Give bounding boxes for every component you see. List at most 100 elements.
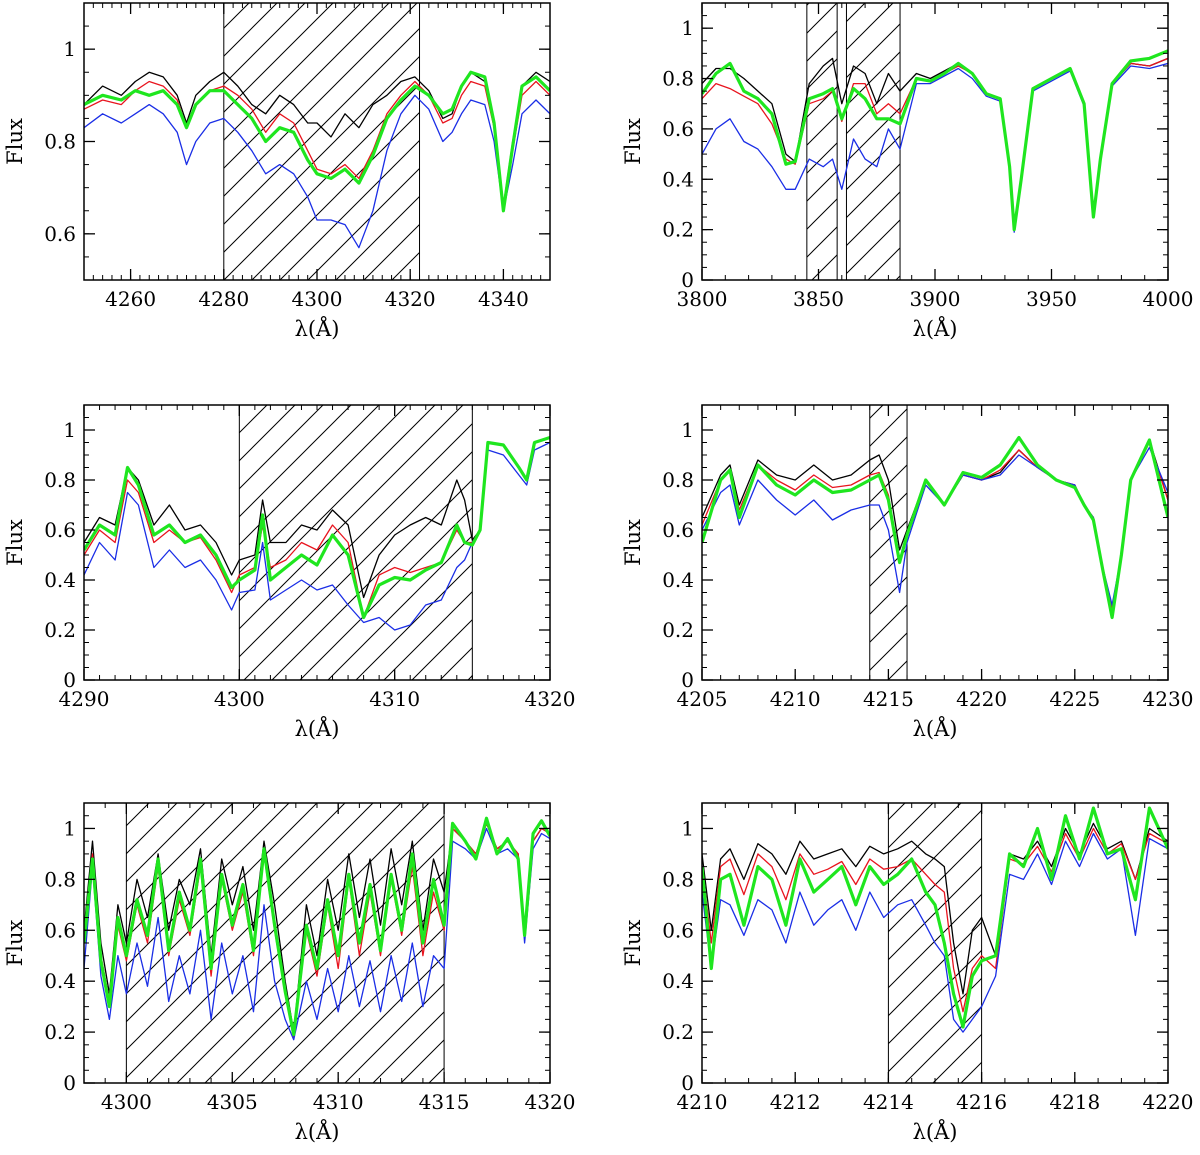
y-tick-label: 0 — [681, 1071, 694, 1095]
series-line-red — [702, 441, 1168, 611]
x-tick-label: 4300 — [214, 687, 265, 711]
x-tick-label: 4210 — [770, 687, 821, 711]
x-tick-label: 4260 — [105, 287, 156, 311]
y-tick-label: 0.8 — [44, 867, 76, 891]
x-tick-label: 4310 — [369, 687, 420, 711]
x-tick-label: 4315 — [419, 1090, 470, 1114]
series-line-green — [702, 806, 1168, 1029]
y-tick-label: 1 — [681, 16, 694, 40]
x-axis-label: λ(Å) — [295, 1119, 340, 1144]
y-tick-label: 0.8 — [44, 130, 76, 154]
x-tick-label: 3850 — [793, 287, 844, 311]
x-tick-label: 4340 — [478, 287, 529, 311]
x-tick-label: 4214 — [863, 1090, 914, 1114]
y-tick-label: 0.2 — [662, 218, 694, 242]
series-line-green — [84, 70, 550, 213]
y-tick-label: 0.6 — [44, 518, 76, 542]
x-tick-label: 4290 — [59, 687, 110, 711]
series-line-green — [84, 816, 550, 1037]
series-line-blue — [84, 94, 550, 249]
x-tick-label: 4320 — [525, 687, 576, 711]
y-tick-label: 0.2 — [662, 618, 694, 642]
panel-top-left: 4260 4280 4300 4320 4340 0.6 0.8 1 λ(Å) Flux — [3, 2, 551, 341]
series-line-black — [702, 57, 1168, 231]
y-tick-label: 1 — [63, 816, 76, 840]
y-tick-label: 0.4 — [662, 969, 694, 993]
y-tick-label: 0.2 — [662, 1020, 694, 1044]
x-tick-label: 4215 — [863, 687, 914, 711]
x-tick-label: 4320 — [385, 287, 436, 311]
y-axis-label: Flux — [621, 118, 645, 165]
series-line-green — [702, 435, 1168, 620]
x-axis-label: λ(Å) — [295, 316, 340, 341]
panel-middle-right: 4205 4210 4215 4220 4225 4230 0 0.2 0.4 0.6 0.8 1 λ(… — [621, 404, 1194, 741]
shaded-region — [126, 803, 445, 1083]
x-tick-label: 4000 — [1143, 287, 1194, 311]
y-axis-label: Flux — [3, 118, 27, 165]
y-tick-label: 0.4 — [662, 167, 694, 191]
y-tick-label: 0.2 — [44, 618, 76, 642]
y-tick-label: 0.8 — [44, 468, 76, 492]
x-axis-label: λ(Å) — [913, 316, 958, 341]
x-axis-label: λ(Å) — [913, 1119, 958, 1144]
y-tick-label: 0.4 — [44, 969, 76, 993]
series-line-blue — [702, 62, 1168, 233]
y-tick-label: 1 — [63, 37, 76, 61]
y-tick-label: 0.6 — [662, 117, 694, 141]
shaded-region — [806, 3, 838, 280]
series-line-blue — [702, 832, 1168, 1033]
x-axis-label: λ(Å) — [295, 716, 340, 741]
y-tick-label: 0 — [63, 668, 76, 692]
x-tick-label: 3950 — [1026, 287, 1077, 311]
series-line-black — [702, 439, 1168, 611]
series-line-red — [84, 80, 550, 212]
y-tick-label: 0 — [681, 268, 694, 292]
y-axis-label: Flux — [3, 519, 27, 566]
x-tick-label: 4225 — [1049, 687, 1100, 711]
y-tick-label: 0.4 — [662, 568, 694, 592]
x-tick-label: 4305 — [207, 1090, 258, 1114]
x-tick-label: 4310 — [313, 1090, 364, 1114]
panel-middle-left: 4290 4300 4310 4320 0 0.2 0.4 0.6 0.8 1 λ(Å) Flux — [3, 404, 576, 741]
y-tick-label: 0.4 — [44, 568, 76, 592]
y-tick-label: 1 — [681, 418, 694, 442]
y-tick-label: 0.6 — [662, 918, 694, 942]
y-axis-label: Flux — [621, 519, 645, 566]
panel-top-right: 3800 3850 3900 3950 4000 0 0.2 0.4 0.6 0.8 1 λ(Å) Fl… — [621, 2, 1194, 341]
x-tick-label: 4210 — [677, 1090, 728, 1114]
x-tick-label: 4218 — [1049, 1090, 1100, 1114]
y-tick-label: 0.6 — [44, 918, 76, 942]
x-tick-label: 3900 — [910, 287, 961, 311]
y-tick-label: 0 — [681, 668, 694, 692]
y-tick-label: 0.8 — [662, 468, 694, 492]
y-tick-label: 0.6 — [44, 222, 76, 246]
x-tick-label: 4212 — [770, 1090, 821, 1114]
y-tick-label: 0.2 — [44, 1020, 76, 1044]
x-tick-label: 4280 — [198, 287, 249, 311]
x-tick-label: 4300 — [292, 287, 343, 311]
panel-bottom-left: 4300 4305 4310 4315 4320 0 0.2 0.4 0.6 0.8 1 λ(Å) Fl… — [3, 802, 576, 1144]
y-axis-label: Flux — [3, 920, 27, 967]
x-tick-label: 4216 — [956, 1090, 1007, 1114]
y-axis-label: Flux — [621, 920, 645, 967]
x-tick-label: 4220 — [1143, 1090, 1194, 1114]
x-tick-label: 4230 — [1143, 687, 1194, 711]
x-tick-label: 4205 — [677, 687, 728, 711]
plot-frame — [701, 2, 1169, 281]
shaded-region — [869, 405, 908, 680]
y-tick-label: 0 — [63, 1071, 76, 1095]
series-line-red — [702, 57, 1168, 231]
x-tick-label: 4320 — [525, 1090, 576, 1114]
x-axis-label: λ(Å) — [913, 716, 958, 741]
panel-bottom-right: 4210 4212 4214 4216 4218 4220 0 0.2 0.4 0.6 0.8 1 λ(… — [621, 802, 1194, 1144]
x-tick-label: 4300 — [101, 1090, 152, 1114]
y-tick-label: 1 — [681, 816, 694, 840]
y-tick-label: 0.8 — [662, 67, 694, 91]
series-line-green — [84, 435, 550, 620]
x-tick-label: 3800 — [677, 287, 728, 311]
shaded-region — [223, 3, 420, 280]
y-tick-label: 0.6 — [662, 518, 694, 542]
y-tick-label: 1 — [63, 418, 76, 442]
x-tick-label: 4220 — [956, 687, 1007, 711]
